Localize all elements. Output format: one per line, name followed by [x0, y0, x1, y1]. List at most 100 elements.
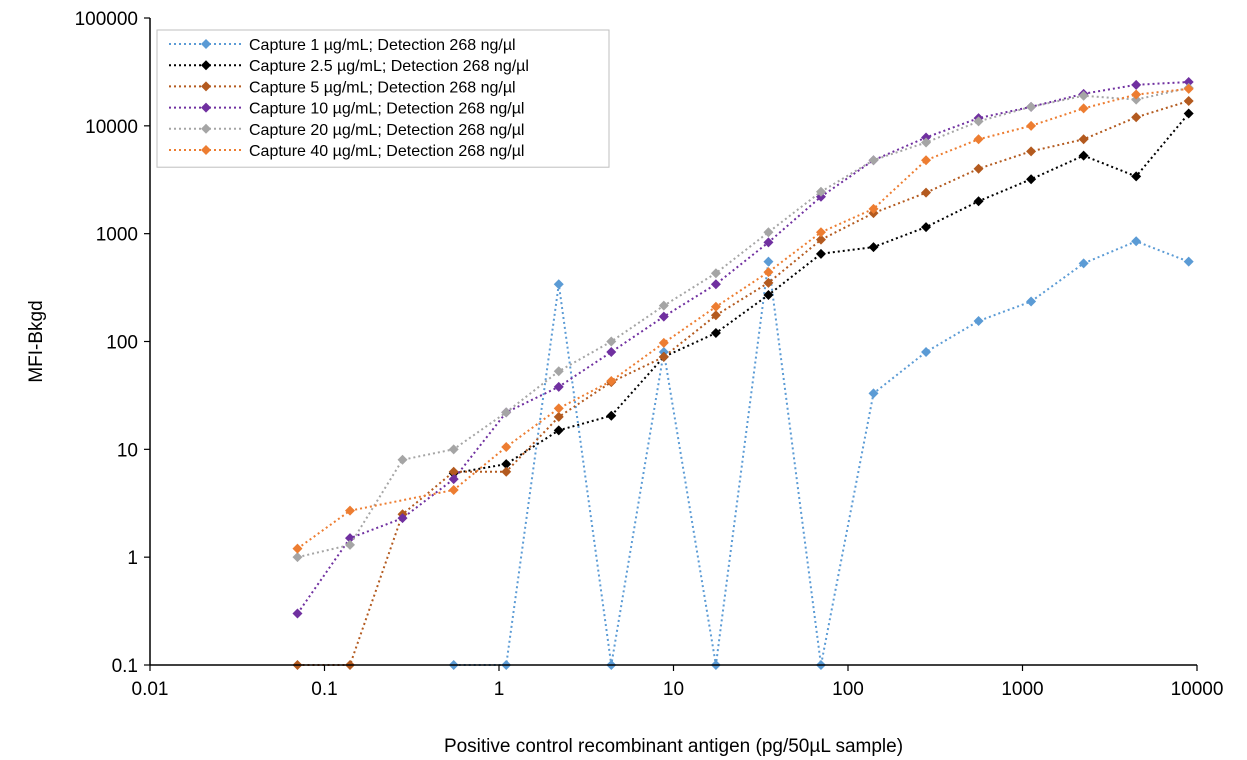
x-tick-label: 100	[832, 679, 864, 700]
legend-box	[156, 29, 610, 168]
data-point	[292, 552, 303, 563]
data-point	[710, 327, 721, 338]
data-point	[448, 474, 459, 485]
axes-layer	[144, 17, 1198, 671]
legend-item: Capture 40 µg/mL; Detection 268 ng/µl	[169, 143, 524, 160]
data-point	[921, 187, 932, 198]
data-point	[1078, 150, 1089, 161]
x-axis-title: Positive control recombinant antigen (pg…	[444, 736, 903, 757]
series-6	[292, 83, 1194, 554]
series-line	[296, 87, 1189, 550]
series-3	[292, 95, 1194, 670]
y-tick-label: 1	[127, 548, 138, 569]
legend-marker	[201, 123, 211, 134]
data-point	[921, 346, 932, 357]
data-point	[553, 279, 564, 290]
legend-item: Capture 20 µg/mL; Detection 268 ng/µl	[169, 122, 524, 139]
data-point	[815, 248, 826, 259]
legend-marker	[201, 145, 211, 155]
data-point	[868, 155, 879, 166]
y-tick-label: 0.1	[112, 656, 138, 677]
y-tick-label: 10	[117, 440, 138, 461]
data-point	[1183, 108, 1194, 119]
y-tick-label: 1000	[96, 225, 138, 246]
data-point	[1183, 83, 1194, 94]
data-point	[292, 543, 303, 554]
data-point	[1183, 256, 1194, 267]
data-point	[1183, 76, 1194, 87]
data-point	[763, 256, 774, 267]
data-point	[448, 466, 459, 477]
data-point	[501, 442, 512, 453]
data-point	[815, 227, 826, 238]
data-point	[815, 186, 826, 197]
legend-item: Capture 1 µg/mL; Detection 268 ng/µl	[169, 37, 516, 54]
data-point	[1131, 79, 1142, 90]
series-line	[453, 240, 1190, 666]
data-point	[921, 155, 932, 166]
y-tick-label: 10000	[85, 117, 138, 138]
data-point	[1026, 120, 1037, 131]
data-point	[710, 301, 721, 312]
data-point	[1026, 296, 1037, 307]
data-point	[868, 203, 879, 214]
data-point	[553, 425, 564, 436]
data-point	[553, 366, 564, 377]
data-point	[553, 403, 564, 414]
data-point	[606, 346, 617, 357]
data-point	[1131, 112, 1142, 123]
data-point	[868, 388, 879, 399]
data-point	[1026, 146, 1037, 157]
data-point	[1078, 258, 1089, 269]
data-point	[344, 533, 355, 544]
data-point	[1131, 171, 1142, 182]
data-point	[973, 163, 984, 174]
legend-marker	[201, 81, 211, 92]
legend: Capture 1 µg/mL; Detection 268 ng/µl Capt…	[156, 29, 610, 168]
x-tick-label: 1000	[1001, 679, 1043, 700]
legend-item: Capture 10 µg/mL; Detection 268 ng/µl	[169, 101, 524, 118]
data-point	[763, 289, 774, 300]
data-point	[606, 336, 617, 347]
legend-marker	[201, 60, 211, 71]
data-point	[973, 315, 984, 326]
data-point	[1078, 103, 1089, 114]
data-point	[658, 311, 669, 322]
data-point	[658, 300, 669, 311]
data-point	[448, 444, 459, 455]
x-tick-labels: 0.01 0.1 1 10 100 1000 10000	[132, 679, 1224, 700]
data-point	[448, 484, 459, 495]
legend-item: Capture 5 µg/mL; Detection 268 ng/µl	[169, 79, 516, 96]
data-point	[658, 337, 669, 348]
data-point	[292, 608, 303, 619]
data-point	[1131, 94, 1142, 105]
data-point	[763, 277, 774, 288]
data-point	[921, 137, 932, 148]
data-point	[921, 222, 932, 233]
y-axis-title: MFI-Bkgd	[26, 300, 47, 382]
series-line	[297, 86, 1189, 559]
data-point	[501, 407, 512, 418]
data-point	[397, 513, 408, 524]
data-point	[553, 411, 564, 422]
data-point	[710, 279, 721, 290]
data-point	[553, 381, 564, 392]
data-point	[973, 196, 984, 207]
data-point	[815, 234, 826, 245]
x-tick-label: 0.01	[132, 679, 169, 700]
x-tick-label: 10	[663, 679, 684, 700]
data-point	[710, 268, 721, 279]
data-point	[921, 132, 932, 143]
series-layer	[292, 76, 1194, 670]
legend-label: Capture 5 µg/mL; Detection 268 ng/µl	[249, 79, 516, 96]
data-point	[501, 466, 512, 477]
data-point	[1078, 134, 1089, 145]
data-point	[1078, 90, 1089, 101]
legend-label: Capture 2.5 µg/mL; Detection 268 ng/µl	[249, 58, 529, 75]
data-point	[763, 227, 774, 238]
series-line	[453, 112, 1190, 475]
data-point	[397, 454, 408, 465]
data-point	[606, 410, 617, 421]
legend-marker	[201, 39, 211, 49]
